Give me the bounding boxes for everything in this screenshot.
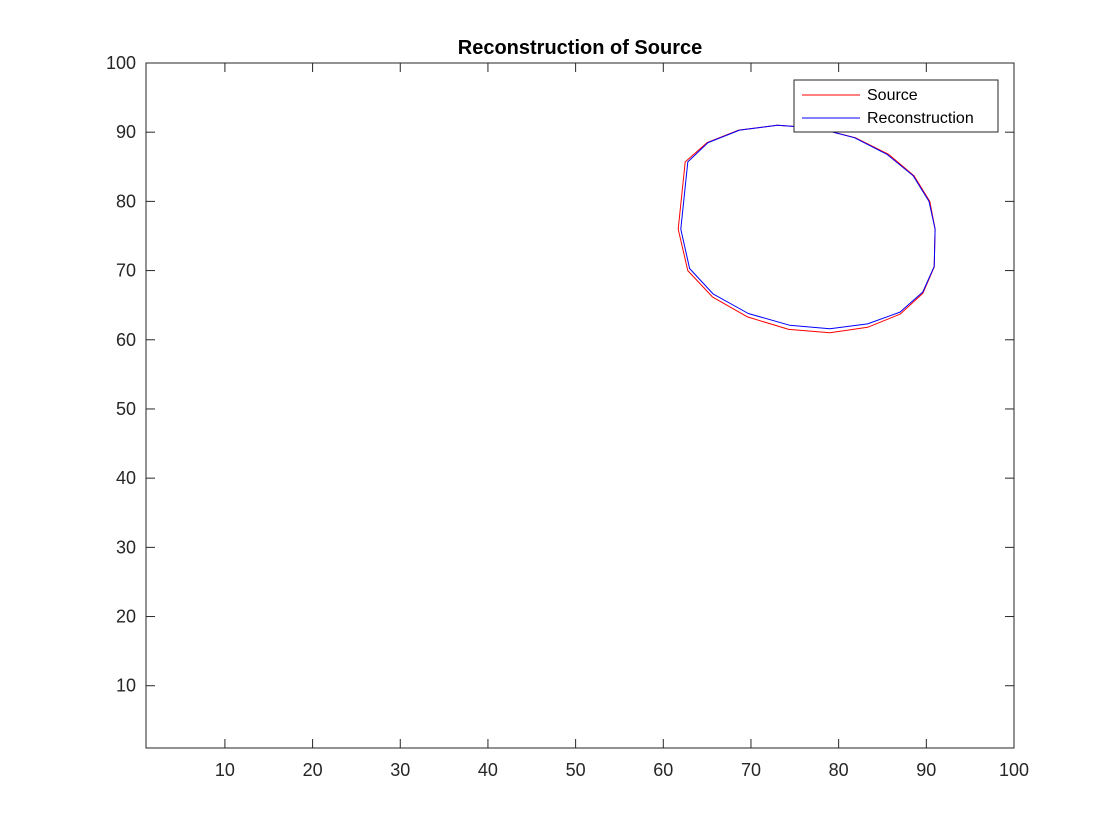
- y-tick-label: 80: [116, 191, 136, 211]
- y-tick-label: 90: [116, 122, 136, 142]
- series-line-source: [677, 124, 936, 334]
- y-tick-label: 70: [116, 261, 136, 281]
- x-tick-label: 90: [916, 760, 936, 780]
- x-tick-label: 100: [999, 760, 1029, 780]
- y-tick-label: 20: [116, 607, 136, 627]
- x-tick-label: 60: [653, 760, 673, 780]
- y-tick-label: 30: [116, 537, 136, 557]
- x-axis: 10 20 30 40 50 60 70 80 90 100: [215, 63, 1029, 780]
- legend-box: [793, 79, 999, 133]
- x-tick-label: 50: [566, 760, 586, 780]
- x-tick-label: 30: [390, 760, 410, 780]
- plot-area: [145, 62, 1015, 749]
- x-tick-label: 20: [303, 760, 323, 780]
- y-tick-label: 60: [116, 330, 136, 350]
- y-tick-label: 10: [116, 676, 136, 696]
- series-line-reconstruction: [680, 124, 936, 330]
- legend: Source Reconstruction: [793, 79, 999, 133]
- x-tick-label: 70: [741, 760, 761, 780]
- x-tick-label: 80: [829, 760, 849, 780]
- y-axis: 10 20 30 40 50 60 70 80 90 100: [106, 53, 1014, 696]
- chart-title: Reconstruction of Source: [458, 37, 702, 59]
- y-tick-label: 40: [116, 468, 136, 488]
- legend-label-source: Source: [867, 87, 918, 104]
- y-tick-label: 100: [106, 53, 136, 73]
- x-tick-label: 40: [478, 760, 498, 780]
- legend-label-reconstruction: Reconstruction: [867, 110, 974, 127]
- y-tick-label: 50: [116, 399, 136, 419]
- x-tick-label: 10: [215, 760, 235, 780]
- series-layer: [677, 124, 936, 334]
